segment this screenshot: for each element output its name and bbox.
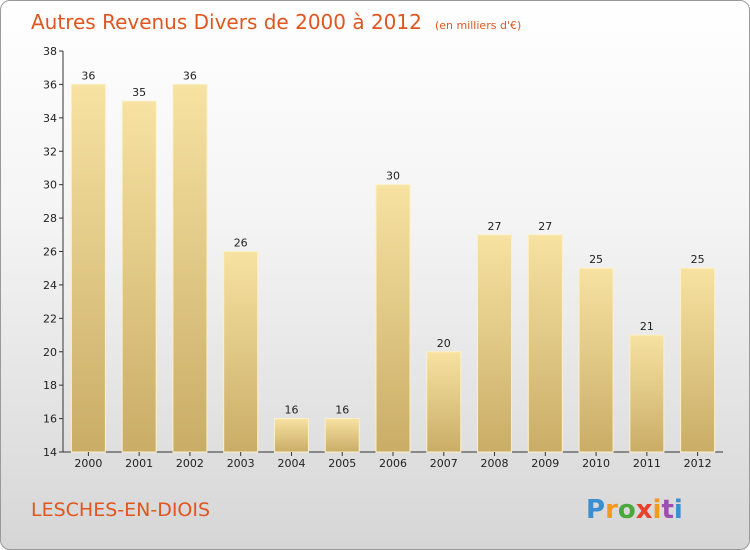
x-tick-label: 2000 — [74, 457, 102, 470]
bar-2006 — [375, 184, 411, 453]
bar-2008 — [477, 234, 513, 453]
x-tick-label: 2009 — [531, 457, 559, 470]
y-tick-label: 26 — [43, 246, 57, 259]
x-tick-label: 2001 — [125, 457, 153, 470]
y-tick-label: 20 — [43, 346, 57, 359]
bar-2005 — [324, 418, 360, 453]
logo-letter: r — [605, 495, 618, 525]
y-tick-label: 24 — [43, 279, 57, 292]
value-label: 27 — [488, 220, 502, 233]
value-label: 25 — [589, 253, 603, 266]
value-label: 26 — [234, 237, 248, 250]
logo-letter: t — [661, 495, 673, 525]
y-tick-label: 32 — [43, 145, 57, 158]
bar-2010 — [578, 267, 614, 453]
y-tick-label: 22 — [43, 312, 57, 325]
logo-letter: i — [653, 495, 662, 525]
value-label: 27 — [538, 220, 552, 233]
y-tick-label: 30 — [43, 179, 57, 192]
bar-2001 — [121, 100, 157, 453]
bar-2012 — [680, 267, 716, 453]
bar-2011 — [629, 334, 665, 453]
value-label: 36 — [81, 69, 95, 82]
chart-subtitle: (en milliers d'€) — [435, 19, 521, 32]
x-tick-label: 2004 — [277, 457, 305, 470]
x-tick-label: 2002 — [176, 457, 204, 470]
x-tick-label: 2008 — [481, 457, 509, 470]
chart-title: Autres Revenus Divers de 2000 à 2012 (en… — [31, 10, 521, 34]
value-label: 16 — [284, 404, 298, 417]
x-tick-label: 2005 — [328, 457, 356, 470]
value-label: 21 — [640, 320, 654, 333]
chart-title-main: Autres Revenus Divers de 2000 à 2012 — [31, 10, 422, 34]
y-tick-label: 28 — [43, 212, 57, 225]
value-label: 25 — [691, 253, 705, 266]
y-tick-label: 18 — [43, 379, 57, 392]
x-tick-label: 2011 — [633, 457, 661, 470]
bar-2003 — [223, 251, 259, 453]
commune-name: LESCHES-EN-DIOIS — [31, 499, 210, 521]
x-tick-label: 2006 — [379, 457, 407, 470]
x-tick-label: 2003 — [227, 457, 255, 470]
logo-letter: o — [618, 495, 636, 525]
y-tick-label: 38 — [43, 45, 57, 58]
value-label: 20 — [437, 337, 451, 350]
bar-2007 — [426, 351, 462, 453]
x-tick-label: 2012 — [684, 457, 712, 470]
y-tick-label: 34 — [43, 112, 57, 125]
bar-2009 — [527, 234, 563, 453]
x-tick-label: 2007 — [430, 457, 458, 470]
x-tick-label: 2010 — [582, 457, 610, 470]
y-tick-label: 14 — [43, 446, 57, 459]
bar-2000 — [70, 83, 106, 453]
proxiti-logo: Proxiti — [586, 495, 683, 525]
y-tick-label: 16 — [43, 413, 57, 426]
logo-letter: P — [586, 495, 605, 525]
plot-area: 14 16 18 20 22 24 26 28 30 32 34 36 38 36 2000 35 2001 36… — [43, 45, 723, 470]
y-tick-label: 36 — [43, 78, 57, 91]
bar-2004 — [273, 418, 309, 453]
value-label: 30 — [386, 170, 400, 183]
value-label: 35 — [132, 86, 146, 99]
value-label: 36 — [183, 69, 197, 82]
bar-2002 — [172, 83, 208, 453]
logo-letter: x — [636, 495, 653, 525]
value-label: 16 — [335, 404, 349, 417]
logo-letter: i — [674, 495, 683, 525]
